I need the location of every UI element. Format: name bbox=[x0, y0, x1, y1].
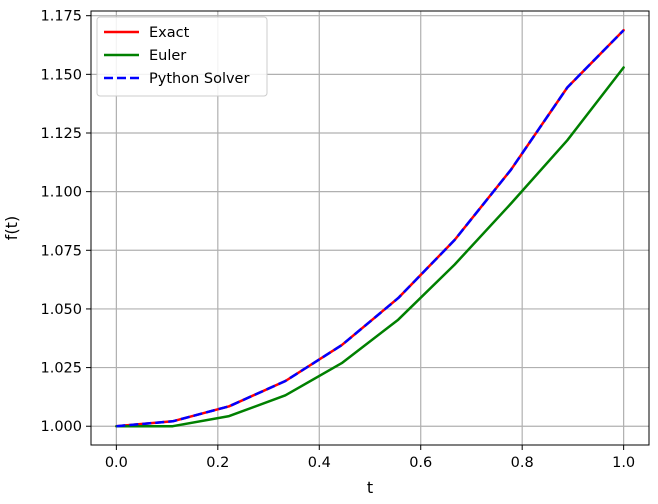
legend-box bbox=[96, 16, 268, 97]
y-tick-label: 1.100 bbox=[40, 185, 82, 201]
y-tick-label: 1.150 bbox=[40, 67, 82, 83]
y-tick-label: 1.050 bbox=[40, 302, 82, 318]
legend: Exact Euler Python Solver bbox=[96, 16, 268, 97]
y-tick-label: 1.025 bbox=[40, 361, 82, 377]
x-tick-label: 0.6 bbox=[409, 455, 432, 471]
x-axis-label: t bbox=[367, 478, 373, 497]
y-tick-label: 1.000 bbox=[40, 419, 82, 435]
legend-label: Euler bbox=[149, 48, 186, 64]
series-group bbox=[115, 28, 625, 428]
y-tick-label: 1.175 bbox=[40, 9, 82, 25]
y-tick-label: 1.125 bbox=[40, 126, 82, 142]
series-line-python-solver bbox=[116, 29, 625, 428]
plot-frame bbox=[90, 10, 650, 446]
x-tick-label: 0.2 bbox=[206, 455, 229, 471]
legend-label: Python Solver bbox=[149, 71, 249, 87]
y-axis-label: f(t) bbox=[2, 216, 21, 240]
y-tick-label: 1.075 bbox=[40, 243, 82, 259]
x-tick-label: 0.8 bbox=[511, 455, 534, 471]
x-tick-label: 1.0 bbox=[612, 455, 635, 471]
x-tick-label: 0.0 bbox=[105, 455, 128, 471]
x-tick-label: 0.4 bbox=[308, 455, 331, 471]
series-line-euler bbox=[115, 66, 625, 428]
ticks: 0.0 0.2 0.4 0.6 0.8 1.0 1.000 1.025 1.050 1.075 1.… bbox=[40, 9, 635, 471]
grid bbox=[91, 11, 649, 445]
legend-label: Exact bbox=[149, 25, 190, 41]
